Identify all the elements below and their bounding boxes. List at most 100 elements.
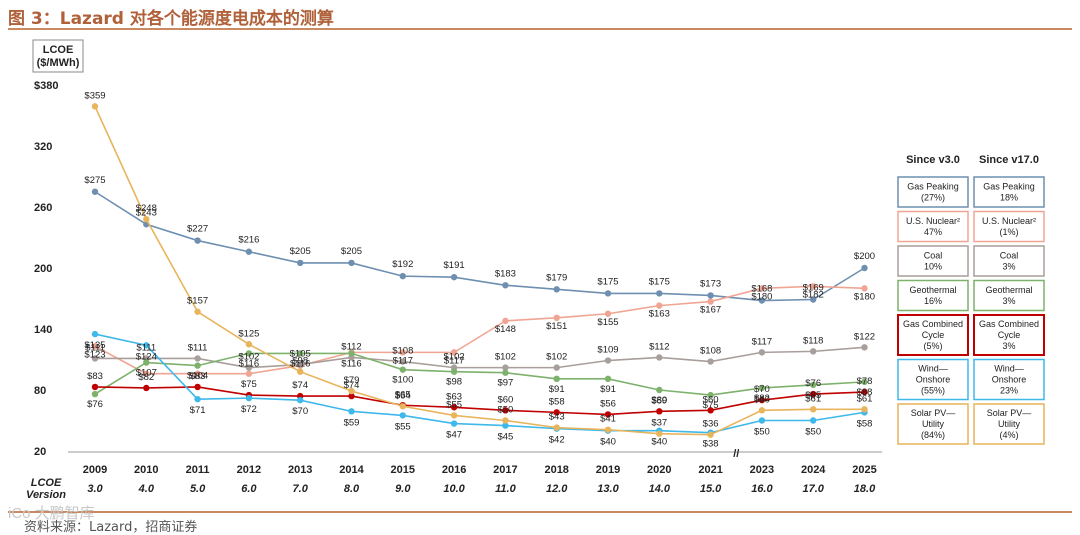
data-label-gas-combined-cycle: $83 [87, 371, 103, 382]
data-point-gas-peaking [604, 290, 612, 297]
data-label-gas-peaking: $191 [444, 260, 465, 271]
series-line-u-s-nuclear [94, 285, 865, 375]
data-label-solar-pv-utility: $64 [395, 390, 411, 401]
x-tick-label: 2013 [288, 464, 312, 476]
legend-text-gas-peaking: Gas Peaking [907, 182, 959, 192]
legend-text-solar-pv-utility: Utility [922, 419, 944, 429]
legend-box-gas-combined-cycle [973, 314, 1045, 356]
data-label-geothermal: $98 [446, 377, 462, 388]
legend-box-u-s-nuclear [897, 210, 969, 243]
data-label-wind-onshore: $55 [395, 421, 411, 432]
data-label-geothermal: $97 [497, 378, 513, 389]
legend-text-solar-pv-utility: (4%) [999, 430, 1018, 440]
data-label-wind-onshore: $50 [805, 427, 821, 438]
data-label-u-s-nuclear: $117 [393, 355, 413, 366]
version-label: 14.0 [649, 483, 671, 495]
data-label-geothermal: $100 [392, 375, 413, 386]
data-point-solar-pv-utility [245, 341, 253, 348]
data-point-gas-combined-cycle [450, 404, 458, 411]
x-tick-label: 2018 [544, 464, 568, 476]
data-label-geothermal: $76 [87, 399, 103, 410]
data-point-solar-pv-utility [399, 403, 406, 410]
data-label-gas-combined-cycle: $78 [857, 376, 873, 387]
data-label-geothermal: $116 [341, 358, 361, 369]
data-label-gas-combined-cycle: $75 [241, 379, 257, 390]
data-point-coal [297, 361, 304, 368]
data-point-solar-pv-utility [707, 431, 714, 438]
legend-text-geothermal: Geothermal [985, 285, 1032, 295]
data-label-solar-pv-utility: $43 [549, 412, 565, 423]
data-label-solar-pv-utility: $359 [84, 90, 105, 101]
data-label-u-s-nuclear: $180 [854, 291, 875, 302]
data-point-gas-combined-cycle [553, 409, 560, 416]
data-label-wind-onshore: $58 [857, 418, 873, 429]
data-label-u-s-nuclear: $155 [597, 317, 618, 328]
data-point-geothermal [245, 350, 253, 357]
data-point-gas-peaking [297, 259, 304, 267]
legend-box-solar-pv-utility [897, 403, 969, 445]
legend-text-gas-combined-cycle: (5%) [923, 341, 942, 351]
x-tick-label: 2024 [801, 464, 826, 476]
data-point-gas-peaking [758, 297, 766, 304]
legend-text-wind-onshore: (55%) [921, 386, 945, 396]
data-label-coal: $108 [392, 346, 413, 357]
data-label-u-s-nuclear: $117 [444, 355, 464, 366]
legend-text-solar-pv-utility: Utility [998, 419, 1020, 429]
y-axis-title-line-1: LCOE [43, 44, 74, 56]
data-label-gas-combined-cycle: $82 [138, 372, 154, 383]
data-label-solar-pv-utility: $125 [238, 328, 259, 339]
data-label-gas-combined-cycle: $76 [805, 378, 821, 389]
y-tick-label: 200 [34, 263, 52, 275]
data-point-wind-onshore [91, 330, 99, 338]
data-point-solar-pv-utility [861, 406, 868, 413]
data-point-wind-onshore [450, 420, 458, 427]
data-point-wind-onshore [810, 417, 817, 424]
data-point-gas-peaking [450, 273, 458, 281]
legend-text-gas-peaking: Gas Peaking [983, 182, 1035, 192]
legend-text-wind-onshore: Wind— [994, 364, 1024, 374]
data-label-gas-combined-cycle: $65 [395, 389, 411, 400]
x-tick-label: 2012 [237, 464, 261, 476]
legend-text-u-s-nuclear: U.S. Nuclear² [982, 216, 1036, 226]
data-label-wind-onshore: $42 [549, 435, 565, 446]
data-point-wind-onshore [348, 408, 355, 415]
y-tick-label: 140 [34, 324, 52, 336]
data-label-gas-peaking: $169 [803, 283, 824, 294]
data-label-solar-pv-utility: $61 [857, 393, 873, 404]
data-point-solar-pv-utility [91, 103, 99, 110]
data-point-coal [758, 349, 766, 356]
data-label-geothermal: $88 [857, 387, 873, 398]
data-point-gas-combined-cycle [656, 408, 663, 415]
data-point-gas-combined-cycle [604, 411, 612, 418]
data-point-coal [707, 358, 714, 365]
data-label-gas-peaking: $216 [238, 235, 259, 246]
legend-text-gas-peaking: (27%) [921, 193, 945, 203]
data-label-u-s-nuclear: $167 [700, 305, 721, 316]
data-label-wind-onshore: $59 [344, 417, 360, 428]
data-label-solar-pv-utility: $248 [136, 203, 157, 214]
data-point-solar-pv-utility [810, 406, 817, 413]
data-point-u-s-nuclear [143, 370, 150, 377]
data-point-gas-combined-cycle [143, 384, 150, 392]
data-label-geothermal: $116 [239, 358, 259, 369]
data-point-u-s-nuclear [553, 314, 560, 322]
figure-title: 图 3：Lazard 对各个能源度电成本的测算 [8, 9, 334, 29]
data-point-solar-pv-utility [194, 308, 201, 315]
data-label-gas-peaking: $179 [546, 272, 567, 283]
data-label-solar-pv-utility: $61 [805, 393, 821, 404]
data-point-solar-pv-utility [656, 430, 663, 437]
legend-box-gas-peaking [973, 176, 1045, 208]
source-note: 资料来源：Lazard，招商证券 [24, 520, 198, 535]
x-tick-label: 2009 [83, 464, 107, 476]
data-point-solar-pv-utility [553, 424, 560, 431]
legend-text-solar-pv-utility: (84%) [921, 430, 945, 440]
data-label-coal: $109 [597, 345, 618, 356]
legend-text-wind-onshore: Wind— [918, 364, 948, 374]
data-label-geothermal: $104 [187, 371, 208, 382]
legend-text-coal: Coal [924, 251, 943, 261]
series-line-coal [95, 346, 865, 369]
y-axis-title: LCOE ($/MWh) [32, 39, 84, 73]
data-point-wind-onshore [194, 395, 201, 403]
x-tick-label: 2016 [442, 464, 466, 476]
data-label-coal: $105 [290, 349, 311, 360]
